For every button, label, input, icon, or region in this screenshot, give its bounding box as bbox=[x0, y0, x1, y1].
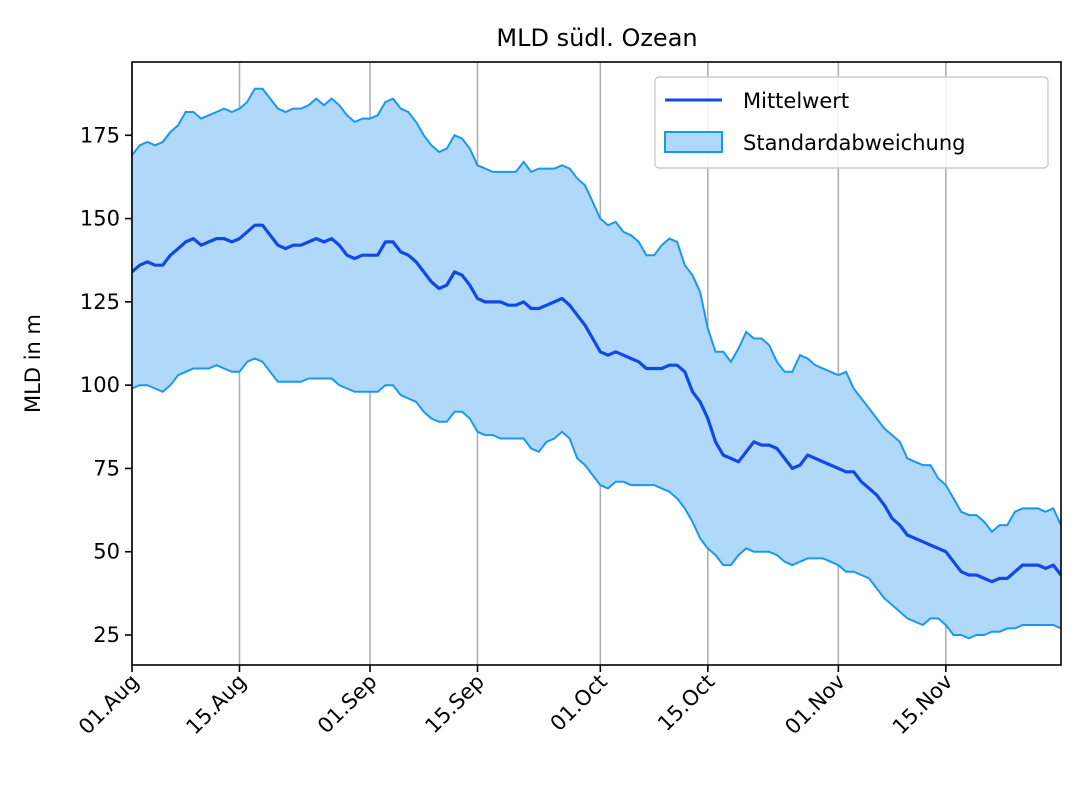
plot-frame bbox=[131, 61, 1062, 666]
y-tick-label: 175 bbox=[80, 123, 120, 147]
std-band bbox=[131, 87, 1062, 640]
std-lower-line bbox=[131, 357, 1062, 640]
x-tick-label: 01.Sep bbox=[313, 670, 382, 739]
x-tick-label: 15.Nov bbox=[888, 670, 958, 740]
chart-title: MLD südl. Ozean bbox=[496, 24, 697, 52]
x-tick-label: 15.Aug bbox=[181, 670, 251, 740]
std-upper-line bbox=[131, 87, 1062, 534]
legend: Mittelwert Standardabweichung bbox=[654, 76, 1049, 169]
std-band-fill bbox=[132, 88, 1061, 639]
y-tick-label: 125 bbox=[80, 290, 120, 314]
legend-band-swatch bbox=[664, 131, 723, 153]
x-tick-label: 01.Nov bbox=[780, 670, 850, 740]
y-tick-label: 100 bbox=[80, 373, 120, 397]
mean-line-group bbox=[130, 223, 1063, 584]
x-tick-label: 15.Oct bbox=[653, 670, 719, 736]
x-tick-label: 15.Sep bbox=[420, 670, 489, 739]
y-tick-label: 150 bbox=[80, 207, 120, 231]
y-axis-ticks: 25 50 75 100 125 150 175 bbox=[80, 123, 132, 647]
x-tick-label: 01.Oct bbox=[546, 670, 612, 736]
y-tick-label: 25 bbox=[93, 623, 120, 647]
legend-mean-label: Mittelwert bbox=[743, 89, 849, 113]
legend-band-label: Standardabweichung bbox=[743, 131, 965, 155]
y-tick-label: 75 bbox=[93, 456, 120, 480]
legend-box bbox=[654, 76, 1049, 169]
x-tick-label: 01.Aug bbox=[74, 670, 144, 740]
x-axis-ticks: 01.Aug 15.Aug 01.Sep 15.Sep 01.Oct 15.Oct 01.N… bbox=[74, 665, 957, 739]
mean-line bbox=[130, 223, 1063, 584]
y-tick-label: 50 bbox=[93, 540, 120, 564]
y-axis-label: MLD in m bbox=[21, 314, 45, 413]
